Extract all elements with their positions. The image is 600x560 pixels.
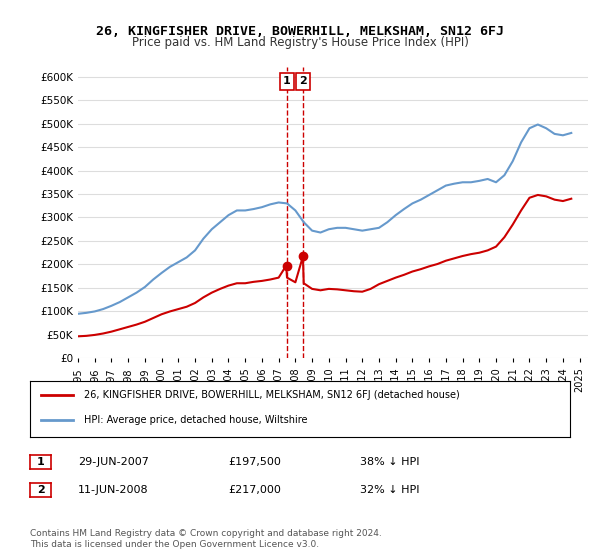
Text: 32% ↓ HPI: 32% ↓ HPI: [360, 485, 419, 495]
Text: £217,000: £217,000: [228, 485, 281, 495]
Text: Contains HM Land Registry data © Crown copyright and database right 2024.
This d: Contains HM Land Registry data © Crown c…: [30, 529, 382, 549]
Text: 11-JUN-2008: 11-JUN-2008: [78, 485, 149, 495]
Text: HPI: Average price, detached house, Wiltshire: HPI: Average price, detached house, Wilt…: [84, 415, 308, 425]
Text: 2: 2: [37, 485, 44, 494]
Text: 29-JUN-2007: 29-JUN-2007: [78, 457, 149, 467]
Text: Price paid vs. HM Land Registry's House Price Index (HPI): Price paid vs. HM Land Registry's House …: [131, 36, 469, 49]
Text: 26, KINGFISHER DRIVE, BOWERHILL, MELKSHAM, SN12 6FJ: 26, KINGFISHER DRIVE, BOWERHILL, MELKSHA…: [96, 25, 504, 38]
Text: 2: 2: [299, 76, 307, 86]
Text: £197,500: £197,500: [228, 457, 281, 467]
Text: 1: 1: [37, 457, 44, 466]
Text: 1: 1: [283, 76, 290, 86]
Text: 26, KINGFISHER DRIVE, BOWERHILL, MELKSHAM, SN12 6FJ (detached house): 26, KINGFISHER DRIVE, BOWERHILL, MELKSHA…: [84, 390, 460, 400]
Text: 38% ↓ HPI: 38% ↓ HPI: [360, 457, 419, 467]
